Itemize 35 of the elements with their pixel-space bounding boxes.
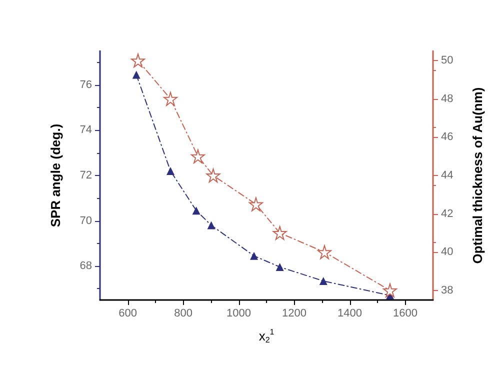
x-tick-label: 1200 — [282, 308, 306, 320]
point — [166, 166, 174, 175]
y2-axis-title: Optimal thickness of Au(nm) — [470, 87, 485, 264]
point — [206, 168, 220, 182]
point — [132, 70, 140, 79]
point — [190, 149, 205, 164]
x-tick-label: 1000 — [226, 308, 251, 320]
y-tick-label: 70 — [80, 214, 92, 227]
y-tick-label: 76 — [80, 78, 92, 91]
x-tick-label: 800 — [174, 308, 192, 320]
point — [192, 206, 200, 215]
point — [250, 252, 258, 260]
point — [131, 54, 146, 68]
x-tick-label: 600 — [118, 308, 137, 320]
y-axis-title: SPR angle (deg.) — [48, 124, 63, 228]
y-tick-label: 74 — [80, 124, 92, 136]
y2-tick-label: 48 — [441, 92, 454, 105]
y2-tick-label: 50 — [441, 54, 454, 67]
x-tick-label: 1600 — [393, 308, 418, 320]
y2-tick-label: 46 — [441, 131, 454, 144]
y2-tick-label: 38 — [441, 284, 454, 296]
point — [207, 221, 216, 230]
y2-tick-label: 44 — [441, 170, 454, 182]
point — [382, 283, 397, 298]
x-tick-label: 1400 — [338, 308, 362, 320]
y-tick-label: 68 — [80, 260, 92, 272]
point — [272, 226, 287, 240]
point — [248, 197, 263, 212]
point — [276, 262, 284, 271]
point — [319, 276, 328, 285]
y-tick-label: 72 — [80, 170, 92, 182]
y2-tick-label: 42 — [441, 208, 454, 220]
point — [163, 92, 178, 106]
y2-tick-label: 40 — [441, 246, 454, 258]
point — [317, 245, 332, 260]
